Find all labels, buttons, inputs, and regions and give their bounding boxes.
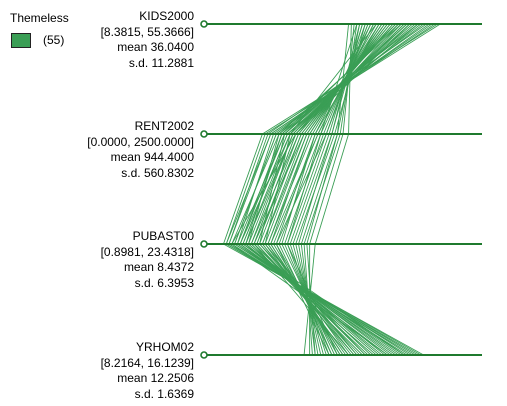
axis-range: [8.3815, 55.3666] — [100, 24, 194, 39]
axis-range: [0.8981, 23.4318] — [100, 244, 194, 259]
record-line — [278, 133, 322, 245]
record-line — [309, 133, 344, 245]
record-line — [239, 243, 397, 356]
record-line — [314, 133, 349, 245]
record-line — [298, 133, 333, 245]
data-lines — [223, 23, 441, 356]
record-line — [292, 133, 333, 245]
record-line — [306, 23, 386, 135]
record-line — [306, 243, 316, 356]
record-line — [267, 133, 311, 245]
axes — [200, 20, 482, 359]
axis-name: YRHOM02 — [135, 340, 194, 354]
record-line — [336, 23, 361, 135]
record-line — [262, 23, 438, 135]
record-line — [256, 133, 299, 245]
record-line — [248, 243, 377, 356]
axis-handle-rent2002[interactable] — [200, 130, 208, 138]
record-line — [261, 133, 308, 245]
legend: Themeless (55) — [10, 11, 69, 48]
record-line — [292, 23, 402, 135]
record-line — [270, 23, 433, 135]
record-line — [270, 133, 319, 245]
legend-title: Themeless — [10, 11, 69, 25]
axis-label-block-rent2002: RENT2002 [0.0000, 2500.0000] mean 944.40… — [0, 119, 194, 181]
record-line — [228, 243, 413, 356]
record-line — [234, 133, 277, 245]
axis-label-block-yrhom02: YRHOM02 [8.2164, 16.1239] mean 12.2506 s… — [0, 340, 194, 402]
record-line — [275, 133, 327, 245]
axis-handle-kids2000[interactable] — [200, 20, 208, 28]
record-line — [275, 133, 316, 245]
record-line — [270, 243, 341, 356]
record-line — [300, 133, 338, 245]
record-line — [239, 243, 388, 356]
axis-sd: s.d. 11.2881 — [128, 55, 194, 70]
axis-mean: mean 12.2506 — [117, 371, 194, 385]
record-line — [225, 133, 266, 245]
record-line — [242, 133, 288, 245]
record-line — [242, 243, 391, 356]
axis-range: [8.2164, 16.1239] — [100, 355, 194, 370]
axis-handle-yrhom02[interactable] — [200, 351, 208, 359]
record-line — [289, 133, 330, 245]
record-line — [248, 133, 294, 245]
record-line — [225, 133, 272, 245]
record-line — [306, 133, 338, 245]
record-line — [253, 243, 366, 356]
record-line — [286, 243, 330, 356]
axis-sd: s.d. 6.3953 — [134, 275, 194, 290]
record-line — [223, 243, 424, 356]
axis-handle-pubast00[interactable] — [200, 240, 208, 248]
legend-count: (55) — [43, 33, 65, 47]
record-line — [223, 133, 263, 245]
legend-swatch — [11, 33, 31, 48]
legend-entry[interactable]: (55) — [10, 32, 80, 48]
record-line — [295, 23, 394, 135]
record-line — [253, 133, 297, 245]
record-line — [286, 133, 327, 245]
axis-name: PUBAST00 — [132, 229, 194, 243]
record-line — [284, 133, 324, 245]
axis-label-block-kids2000: KIDS2000 [8.3815, 55.3666] mean 36.0400 … — [0, 9, 194, 71]
record-line — [275, 243, 338, 356]
record-line — [245, 133, 291, 245]
axis-name: RENT2002 — [134, 119, 194, 133]
axis-name: KIDS2000 — [139, 9, 194, 23]
axis-range: [0.0000, 2500.0000] — [87, 134, 194, 149]
axis-mean: mean 36.0400 — [117, 40, 194, 54]
axis-mean: mean 8.4372 — [123, 260, 194, 274]
axis-sd: s.d. 1.6369 — [134, 386, 194, 401]
record-line — [259, 133, 302, 245]
axis-sd: s.d. 560.8302 — [121, 165, 194, 180]
axis-mean: mean 944.4000 — [110, 150, 194, 164]
axis-label-block-pubast00: PUBAST00 [0.8981, 23.4318] mean 8.4372 s… — [0, 229, 194, 291]
record-line — [239, 133, 286, 245]
record-line — [226, 243, 419, 356]
record-line — [234, 243, 405, 356]
